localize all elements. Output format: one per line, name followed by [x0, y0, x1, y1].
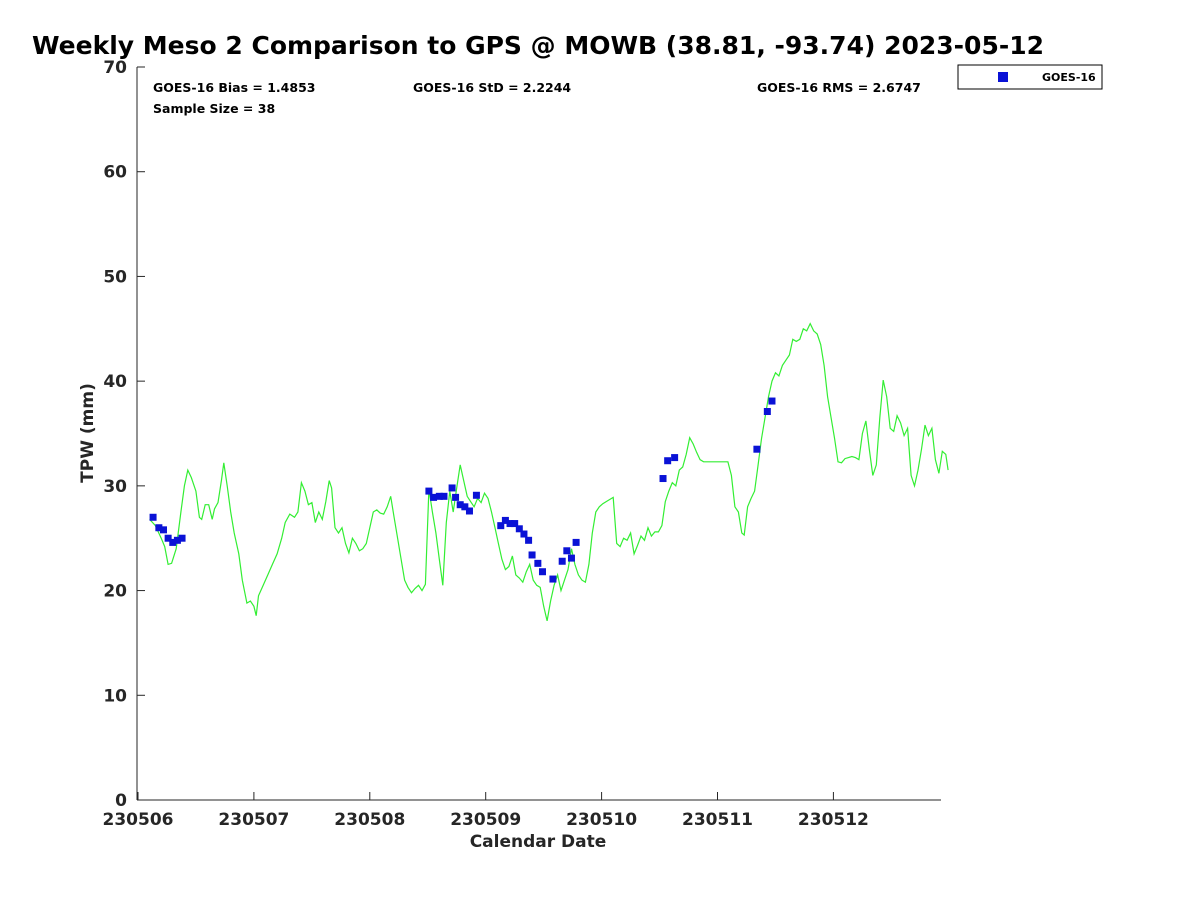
y-tick-label: 30 [103, 477, 127, 497]
goes16-point [563, 547, 571, 555]
x-tick-label: 230509 [450, 810, 521, 830]
goes16-point [178, 534, 186, 542]
goes16-point [567, 554, 575, 562]
x-axis-label: Calendar Date [470, 832, 607, 852]
goes16-point [435, 492, 443, 500]
legend: GOES-16 [957, 64, 1103, 90]
legend-label-goes16: GOES-16 [1042, 71, 1096, 84]
goes16-point [465, 507, 473, 515]
goes16-point [501, 516, 509, 524]
legend-box [957, 64, 1103, 90]
y-tick-label: 0 [115, 791, 127, 811]
gps-series-line [149, 322, 949, 622]
chart-title: Weekly Meso 2 Comparison to GPS @ MOWB (… [32, 31, 1044, 60]
goes16-point [525, 536, 533, 544]
y-axis-label: TPW (mm) [78, 383, 98, 483]
goes16-point [461, 503, 469, 511]
goes16-point [169, 538, 177, 546]
y-tick-label: 40 [103, 372, 127, 392]
goes16-point [164, 534, 172, 542]
goes16-point [497, 522, 505, 530]
x-tick-label: 230507 [218, 810, 289, 830]
x-tick-label: 230511 [682, 810, 753, 830]
goes16-point [763, 408, 771, 416]
goes16-point [159, 526, 167, 534]
goes16-point [155, 524, 163, 532]
goes16-point [664, 457, 672, 465]
y-tick-label: 60 [103, 163, 127, 183]
goes16-point [456, 501, 464, 509]
stat-bias: GOES-16 Bias = 1.4853 [153, 80, 315, 95]
stat-sample-size: Sample Size = 38 [153, 101, 275, 116]
y-tick-label: 70 [103, 58, 127, 78]
goes16-point [511, 520, 519, 528]
x-tick-label: 230506 [103, 810, 174, 830]
goes16-point [452, 493, 460, 501]
y-tick-label: 20 [103, 582, 127, 602]
goes16-point [572, 538, 580, 546]
x-tick-label: 230510 [566, 810, 637, 830]
legend-marker-goes16 [998, 72, 1008, 82]
x-tick-label: 230508 [334, 810, 405, 830]
plot-area: 0 10 20 30 40 50 60 70 230506 230507 230508 230509 2… [103, 58, 949, 830]
goes16-point [440, 492, 448, 500]
goes16-point [768, 397, 776, 405]
goes16-point [448, 484, 456, 492]
goes16-point [534, 559, 542, 567]
x-tick-label: 230512 [798, 810, 869, 830]
goes16-point [671, 454, 679, 462]
goes16-point [149, 513, 157, 521]
stat-std: GOES-16 StD = 2.2244 [413, 80, 571, 95]
goes16-point [520, 530, 528, 538]
stat-rms: GOES-16 RMS = 2.6747 [757, 80, 921, 95]
goes16-point [515, 525, 523, 533]
goes16-point [538, 568, 546, 576]
goes16-point [753, 445, 761, 453]
y-tick-label: 10 [103, 686, 127, 706]
goes16-point [472, 491, 480, 499]
goes16-point [430, 493, 438, 501]
goes16-point [549, 575, 557, 583]
goes16-point [173, 536, 181, 544]
goes16-point [659, 475, 667, 483]
y-tick-label: 50 [103, 267, 127, 287]
goes16-point [425, 487, 433, 495]
goes16-point [558, 557, 566, 565]
goes16-point [506, 520, 514, 528]
goes16-point [528, 551, 536, 559]
